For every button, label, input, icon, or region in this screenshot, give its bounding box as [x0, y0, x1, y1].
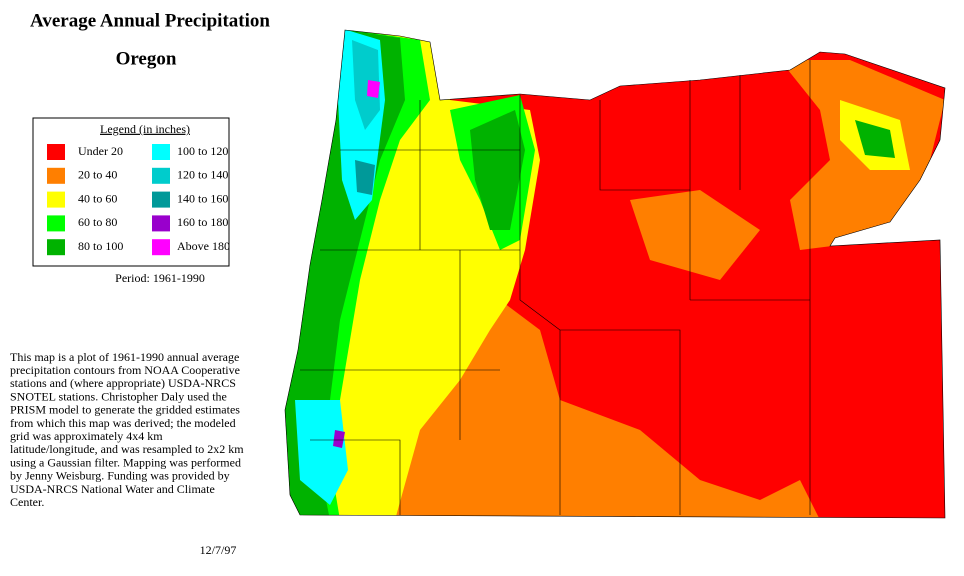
- description-line: precipitation contours from NOAA Coopera…: [10, 363, 240, 377]
- legend-swatch: [47, 215, 65, 232]
- legend-label: 80 to 100: [78, 239, 123, 253]
- legend-label: Above 180: [177, 239, 230, 253]
- legend-label: 100 to 120: [177, 144, 228, 158]
- description-line: latitude/longitude, and was resampled to…: [10, 442, 244, 456]
- description-line: PRISM model to generate the gridded esti…: [10, 403, 240, 417]
- legend-swatch: [152, 191, 170, 208]
- description-line: stations and (where appropriate) USDA-NR…: [10, 376, 236, 390]
- description-line: by Jenny Weisburg. Funding was provided …: [10, 469, 230, 483]
- legend-swatch: [152, 167, 170, 184]
- description-line: Center.: [10, 495, 44, 509]
- county-lines: [284, 29, 946, 519]
- legend-title: Legend (in inches): [100, 122, 190, 136]
- legend-label: Under 20: [78, 144, 123, 158]
- map: [284, 29, 946, 519]
- legend-swatch: [152, 239, 170, 256]
- legend: Legend (in inches) Under 20 20 to 40 40 to…: [32, 117, 230, 267]
- legend-label: 140 to 160: [177, 191, 228, 205]
- legend-swatch: [47, 239, 65, 256]
- legend-swatch: [152, 215, 170, 232]
- description-line: SNOTEL stations. Christopher Daly used t…: [10, 389, 227, 403]
- date: 12/7/97: [200, 543, 237, 557]
- legend-swatch: [47, 167, 65, 184]
- legend-label: 60 to 80: [78, 215, 117, 229]
- legend-swatch: [47, 191, 65, 208]
- legend-label: 160 to 180: [177, 215, 228, 229]
- legend-label: 20 to 40: [78, 168, 117, 182]
- description-line: This map is a plot of 1961-1990 annual a…: [10, 350, 239, 364]
- legend-label: 40 to 60: [78, 191, 117, 205]
- legend-swatch: [152, 144, 170, 160]
- legend-box: [32, 117, 230, 267]
- description: This map is a plot of 1961-1990 annual a…: [10, 350, 244, 509]
- description-line: using a Gaussian filter. Mapping was per…: [10, 455, 241, 469]
- legend-label: 120 to 140: [177, 168, 228, 182]
- description-line: USDA-NRCS National Water and Climate: [10, 482, 215, 496]
- period: Period: 1961-1990: [115, 271, 205, 285]
- subtitle: Oregon: [116, 48, 177, 69]
- title: Average Annual Precipitation: [30, 10, 270, 31]
- legend-swatch: [47, 144, 65, 160]
- description-line: grid was approximately 4x4 km: [10, 429, 163, 443]
- description-line: from which this map was derived; the mod…: [10, 416, 236, 430]
